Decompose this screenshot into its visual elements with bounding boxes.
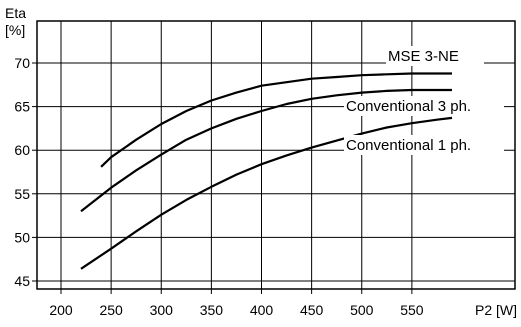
curves <box>80 72 453 270</box>
x-axis-label: P2 [W] <box>475 302 517 318</box>
x-tick-label-500: 500 <box>350 302 374 318</box>
series-label-2: Conventional 3 ph. <box>346 98 471 115</box>
series-line-2 <box>80 88 452 213</box>
series-label-bg-2 <box>344 96 504 116</box>
xlabel-background <box>452 296 520 322</box>
x-tick-label-450: 450 <box>300 302 324 318</box>
y-tick-label-65: 65 <box>14 99 30 115</box>
plot-frame <box>32 20 516 294</box>
series-label-backgrounds <box>344 46 504 155</box>
series-label-bg-3 <box>344 135 504 155</box>
y-axis-label-line2: [%] <box>5 22 25 38</box>
series-label-bg-1 <box>386 46 484 66</box>
series-label-1: MSE 3-NE <box>388 48 459 65</box>
y-tick-label-45: 45 <box>14 273 30 289</box>
series-line-3 <box>80 116 453 270</box>
x-tick-label-300: 300 <box>150 302 174 318</box>
y-tick-label-55: 55 <box>14 186 30 202</box>
y-tick-label-70: 70 <box>14 55 30 71</box>
series-labels: MSE 3-NE Conventional 3 ph. Conventional 1… <box>346 48 471 154</box>
x-tick-label-350: 350 <box>200 302 224 318</box>
ylabel-background <box>0 6 30 36</box>
y-tick-label-50: 50 <box>14 229 30 245</box>
x-tick-label-250: 250 <box>99 302 123 318</box>
y-tick-label-60: 60 <box>14 142 30 158</box>
x-tick-label-200: 200 <box>49 302 73 318</box>
x-tick-label-550: 550 <box>400 302 424 318</box>
x-tick-label-400: 400 <box>250 302 274 318</box>
series-line-1 <box>100 72 452 168</box>
plot-border <box>36 20 516 290</box>
y-axis-label-line1: Eta <box>5 5 26 21</box>
series-label-3: Conventional 1 ph. <box>346 137 471 154</box>
tick-labels: 200 250 300 350 400 450 500 550 45 50 55 60 65 70 <box>14 55 423 318</box>
